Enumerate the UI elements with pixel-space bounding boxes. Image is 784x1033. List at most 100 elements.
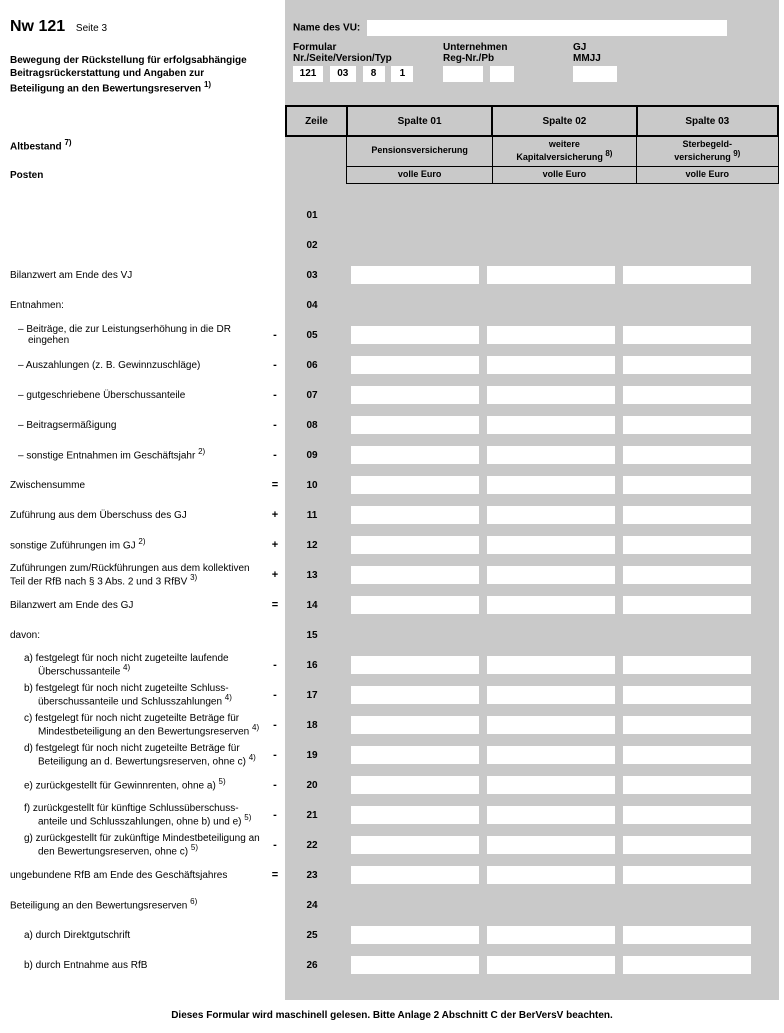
data-row: ungebundene RfB am Ende des Geschäftsjah…	[0, 860, 779, 890]
input-cell[interactable]	[487, 266, 615, 284]
input-cell[interactable]	[351, 356, 479, 374]
input-cell[interactable]	[487, 596, 615, 614]
row-label: f) zurückgestellt für künftige Schlussüb…	[0, 803, 265, 827]
input-cell[interactable]	[487, 416, 615, 434]
input-cell[interactable]	[487, 806, 615, 824]
input-cell[interactable]	[351, 416, 479, 434]
input-cell[interactable]	[351, 386, 479, 404]
input-cell[interactable]	[623, 806, 751, 824]
row-label: c) festgelegt für noch nicht zugeteilte …	[0, 713, 265, 737]
input-cell[interactable]	[623, 536, 751, 554]
input-cell[interactable]	[351, 956, 479, 974]
meta-pb[interactable]	[490, 66, 514, 82]
input-cell[interactable]	[487, 446, 615, 464]
input-cell[interactable]	[487, 956, 615, 974]
input-cell[interactable]	[623, 956, 751, 974]
input-cell[interactable]	[351, 686, 479, 704]
row-cells	[339, 476, 751, 494]
input-cell[interactable]	[351, 776, 479, 794]
data-row: e) zurückgestellt für Gewinnrenten, ohne…	[0, 770, 779, 800]
vu-field[interactable]	[367, 20, 727, 36]
input-cell[interactable]	[623, 596, 751, 614]
input-cell[interactable]	[623, 656, 751, 674]
input-cell[interactable]	[487, 836, 615, 854]
row-zeile: 04	[285, 300, 339, 311]
input-cell[interactable]	[487, 386, 615, 404]
meta-nr[interactable]: 121	[293, 66, 323, 82]
row-operator: -	[265, 449, 285, 461]
input-cell[interactable]	[623, 446, 751, 464]
input-cell[interactable]	[487, 776, 615, 794]
input-cell[interactable]	[623, 686, 751, 704]
input-cell[interactable]	[487, 326, 615, 344]
input-cell[interactable]	[623, 476, 751, 494]
row-label: g) zurückgestellt für zukünftige Mindest…	[0, 833, 265, 857]
input-cell[interactable]	[351, 926, 479, 944]
row-label: Bilanzwert am Ende des GJ	[0, 600, 265, 611]
input-cell[interactable]	[351, 746, 479, 764]
input-cell[interactable]	[351, 566, 479, 584]
row-zeile: 26	[285, 960, 339, 971]
input-cell[interactable]	[351, 656, 479, 674]
input-cell[interactable]	[487, 356, 615, 374]
row-zeile: 03	[285, 270, 339, 281]
input-cell[interactable]	[487, 566, 615, 584]
meta-ver[interactable]: 8	[363, 66, 385, 82]
data-row: – Auszahlungen (z. B. Gewinnzuschläge)-0…	[0, 350, 779, 380]
row-zeile: 08	[285, 420, 339, 431]
input-cell[interactable]	[487, 476, 615, 494]
data-row: – sonstige Entnahmen im Geschäftsjahr 2)…	[0, 440, 779, 470]
input-cell[interactable]	[623, 566, 751, 584]
row-zeile: 07	[285, 390, 339, 401]
data-row: Zuführungen zum/Rückführungen aus dem ko…	[0, 560, 779, 590]
meta-seite[interactable]: 03	[330, 66, 356, 82]
row-operator: -	[265, 839, 285, 851]
input-cell[interactable]	[623, 266, 751, 284]
row-zeile: 17	[285, 690, 339, 701]
input-cell[interactable]	[351, 716, 479, 734]
input-cell[interactable]	[487, 716, 615, 734]
input-cell[interactable]	[623, 836, 751, 854]
input-cell[interactable]	[351, 266, 479, 284]
input-cell[interactable]	[351, 806, 479, 824]
input-cell[interactable]	[623, 386, 751, 404]
row-operator: -	[265, 419, 285, 431]
input-cell[interactable]	[623, 356, 751, 374]
input-cell[interactable]	[623, 416, 751, 434]
row-operator: =	[265, 599, 285, 611]
input-cell[interactable]	[487, 536, 615, 554]
input-cell[interactable]	[623, 746, 751, 764]
input-cell[interactable]	[351, 326, 479, 344]
row-label: Beteiligung an den Bewertungsreserven 6)	[0, 898, 265, 911]
input-cell[interactable]	[487, 506, 615, 524]
input-cell[interactable]	[487, 746, 615, 764]
row-zeile: 21	[285, 810, 339, 821]
input-cell[interactable]	[351, 866, 479, 884]
row-cells	[339, 326, 751, 344]
input-cell[interactable]	[351, 476, 479, 494]
meta-mmjj[interactable]	[573, 66, 617, 82]
data-row: b) durch Entnahme aus RfB26	[0, 950, 779, 980]
input-cell[interactable]	[623, 326, 751, 344]
input-cell[interactable]	[487, 656, 615, 674]
row-zeile: 25	[285, 930, 339, 941]
row-cells	[339, 956, 751, 974]
input-cell[interactable]	[351, 836, 479, 854]
input-cell[interactable]	[623, 716, 751, 734]
input-cell[interactable]	[351, 596, 479, 614]
input-cell[interactable]	[623, 926, 751, 944]
data-row: – Beitragsermäßigung-08	[0, 410, 779, 440]
row-cells	[339, 926, 751, 944]
data-row: 01	[0, 200, 779, 230]
meta-regnr[interactable]	[443, 66, 483, 82]
input-cell[interactable]	[351, 536, 479, 554]
meta-typ[interactable]: 1	[391, 66, 413, 82]
input-cell[interactable]	[487, 926, 615, 944]
input-cell[interactable]	[487, 686, 615, 704]
input-cell[interactable]	[487, 866, 615, 884]
input-cell[interactable]	[351, 506, 479, 524]
input-cell[interactable]	[623, 866, 751, 884]
input-cell[interactable]	[623, 776, 751, 794]
input-cell[interactable]	[351, 446, 479, 464]
input-cell[interactable]	[623, 506, 751, 524]
